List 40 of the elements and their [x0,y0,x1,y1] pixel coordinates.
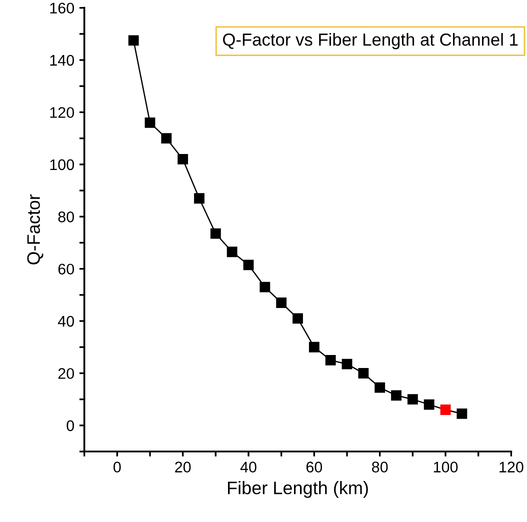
point [391,390,402,401]
point [407,394,418,405]
point [325,354,336,366]
point [243,260,254,270]
x-tick-label: 60 [306,462,322,472]
point [424,399,434,410]
x-tick-label: 100 [434,462,458,472]
point [456,408,468,419]
point [178,154,188,164]
x-tick-label: 20 [175,462,191,472]
y-tick-label: 160 [50,2,74,14]
point [292,313,303,324]
y-tick-label: 20 [58,368,74,379]
y-tick-label: 140 [50,54,74,66]
point [144,117,156,128]
text: Q-Factor vs Fiber Length at Channel 1 [223,33,518,50]
point [374,382,386,393]
point [226,246,238,258]
y-tick-label: 60 [58,264,74,275]
x-tick-label: 80 [372,462,388,472]
point [161,133,172,144]
y-tick-label: 120 [50,107,74,118]
point [276,298,287,308]
point [210,228,221,239]
point [440,404,451,415]
point [260,282,270,292]
y-tick-label: 80 [58,212,74,222]
x-axis-title: Fiber Length (km) [228,481,368,498]
x-tick-label: 120 [500,462,524,472]
y-tick-label: 40 [58,316,74,327]
point [358,368,369,378]
x-tick-label: 0 [114,462,121,472]
point [308,342,320,352]
y-tick-label: 0 [66,420,74,432]
y-tick-label: 100 [50,159,74,170]
x-tick-label: 40 [240,462,256,472]
point [342,358,352,370]
point [128,35,139,46]
y-axis-title: Q-Factor [27,194,44,264]
point [194,193,204,204]
